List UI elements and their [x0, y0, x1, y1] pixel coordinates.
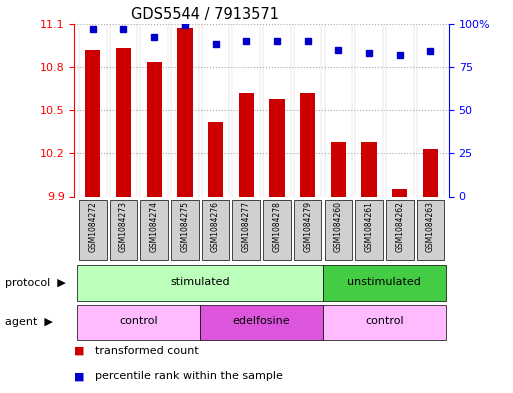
Bar — [79, 200, 107, 260]
Bar — [141, 200, 168, 260]
Bar — [177, 28, 192, 196]
Bar — [232, 200, 260, 260]
Text: percentile rank within the sample: percentile rank within the sample — [95, 371, 283, 381]
Text: GDS5544 / 7913571: GDS5544 / 7913571 — [130, 7, 279, 22]
Bar — [171, 200, 199, 260]
Bar — [417, 200, 444, 260]
Bar — [392, 189, 407, 196]
Text: unstimulated: unstimulated — [347, 277, 421, 287]
Bar — [300, 93, 315, 196]
Bar — [325, 200, 352, 260]
Text: transformed count: transformed count — [95, 346, 199, 356]
Text: GSM1084276: GSM1084276 — [211, 201, 220, 252]
Text: GSM1084279: GSM1084279 — [303, 201, 312, 252]
Text: ■: ■ — [74, 371, 85, 381]
Bar — [323, 305, 446, 340]
Text: GSM1084262: GSM1084262 — [395, 201, 404, 252]
Text: GSM1084263: GSM1084263 — [426, 201, 435, 252]
Bar — [331, 142, 346, 196]
Bar — [147, 62, 162, 196]
Text: control: control — [365, 316, 404, 327]
Bar — [116, 48, 131, 196]
Text: GSM1084274: GSM1084274 — [150, 201, 159, 252]
Bar — [208, 121, 223, 196]
Text: control: control — [120, 316, 158, 327]
Bar — [239, 93, 254, 196]
Text: edelfosine: edelfosine — [233, 316, 290, 327]
Text: GSM1084273: GSM1084273 — [119, 201, 128, 252]
Bar — [423, 149, 438, 196]
Text: GSM1084275: GSM1084275 — [181, 201, 189, 252]
Text: agent  ▶: agent ▶ — [5, 317, 53, 327]
Bar — [361, 142, 377, 196]
Bar — [202, 200, 229, 260]
Bar — [85, 50, 101, 196]
Text: protocol  ▶: protocol ▶ — [5, 278, 66, 288]
Text: GSM1084261: GSM1084261 — [365, 201, 373, 252]
Bar — [110, 200, 137, 260]
Text: GSM1084277: GSM1084277 — [242, 201, 251, 252]
Bar — [294, 200, 322, 260]
Text: stimulated: stimulated — [170, 277, 230, 287]
Text: GSM1084272: GSM1084272 — [88, 201, 97, 252]
Bar — [77, 305, 200, 340]
Bar — [356, 200, 383, 260]
Bar — [323, 265, 446, 301]
Bar — [386, 200, 413, 260]
Bar — [77, 265, 323, 301]
Text: GSM1084278: GSM1084278 — [272, 201, 282, 252]
Bar — [269, 99, 285, 196]
Bar — [200, 305, 323, 340]
Text: GSM1084260: GSM1084260 — [334, 201, 343, 252]
Bar — [263, 200, 291, 260]
Text: ■: ■ — [74, 346, 85, 356]
